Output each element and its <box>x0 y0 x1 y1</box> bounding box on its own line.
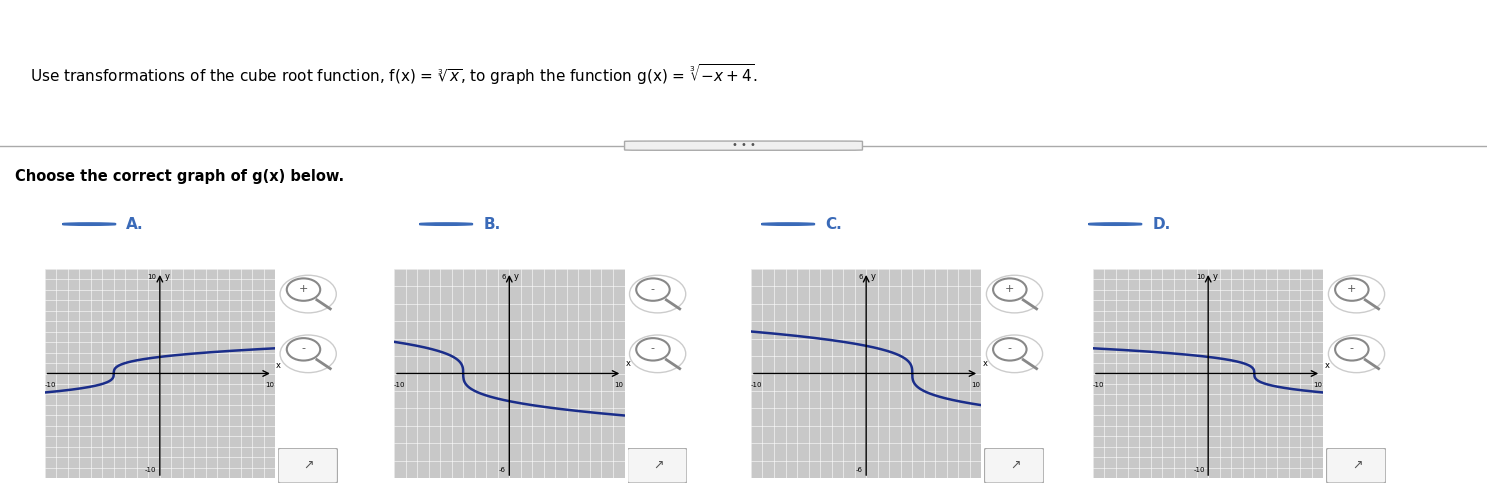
Text: Choose the correct graph of g(x) below.: Choose the correct graph of g(x) below. <box>15 169 343 184</box>
FancyBboxPatch shape <box>278 448 338 483</box>
Text: ↗: ↗ <box>653 459 663 472</box>
Text: 10: 10 <box>1196 274 1204 280</box>
Text: ↗: ↗ <box>1352 459 1362 472</box>
Text: y: y <box>871 272 876 281</box>
Text: D.: D. <box>1152 217 1170 232</box>
Circle shape <box>993 338 1026 361</box>
Text: -10: -10 <box>751 382 763 388</box>
Circle shape <box>62 223 116 225</box>
Text: -: - <box>302 344 305 354</box>
Text: B.: B. <box>483 217 501 232</box>
Circle shape <box>1328 335 1384 373</box>
FancyBboxPatch shape <box>625 141 862 150</box>
Circle shape <box>1335 278 1368 301</box>
Circle shape <box>993 278 1026 301</box>
Text: +: + <box>1347 284 1356 294</box>
Text: x: x <box>277 362 281 371</box>
Text: -6: -6 <box>498 467 506 473</box>
Text: 10: 10 <box>265 382 274 388</box>
Circle shape <box>986 335 1042 373</box>
Text: -: - <box>651 284 654 294</box>
Circle shape <box>287 278 320 301</box>
Text: -: - <box>1350 344 1353 354</box>
Text: 6: 6 <box>501 274 506 280</box>
Text: +: + <box>1005 284 1014 294</box>
Text: • • •: • • • <box>732 140 755 150</box>
Text: -10: -10 <box>1093 382 1105 388</box>
Circle shape <box>1328 275 1384 313</box>
Circle shape <box>761 223 815 225</box>
Text: -10: -10 <box>1193 467 1204 473</box>
Text: -10: -10 <box>144 467 156 473</box>
Text: 10: 10 <box>1313 382 1322 388</box>
Text: -: - <box>1008 344 1011 354</box>
Circle shape <box>280 275 336 313</box>
Text: 10: 10 <box>147 274 156 280</box>
Text: 10: 10 <box>614 382 623 388</box>
Text: x: x <box>983 359 987 369</box>
Circle shape <box>629 275 686 313</box>
Circle shape <box>1100 224 1130 225</box>
Circle shape <box>287 338 320 361</box>
FancyBboxPatch shape <box>628 448 687 483</box>
Text: 6: 6 <box>858 274 862 280</box>
Text: +: + <box>299 284 308 294</box>
Text: -10: -10 <box>45 382 57 388</box>
Circle shape <box>419 223 473 225</box>
Circle shape <box>986 275 1042 313</box>
Circle shape <box>636 278 669 301</box>
FancyBboxPatch shape <box>984 448 1044 483</box>
Text: ↗: ↗ <box>303 459 314 472</box>
Text: y: y <box>165 272 170 281</box>
Circle shape <box>1335 338 1368 361</box>
Text: -6: -6 <box>855 467 862 473</box>
Circle shape <box>636 338 669 361</box>
Text: Use transformations of the cube root function, f(x) = $\sqrt[3]{x}$, to graph th: Use transformations of the cube root fun… <box>30 62 758 87</box>
Circle shape <box>1088 223 1142 225</box>
Text: y: y <box>515 272 519 281</box>
Text: A.: A. <box>126 217 144 232</box>
Text: C.: C. <box>825 217 842 232</box>
Text: ↗: ↗ <box>1010 459 1020 472</box>
Circle shape <box>629 335 686 373</box>
FancyBboxPatch shape <box>1326 448 1386 483</box>
Text: -: - <box>651 344 654 354</box>
Text: x: x <box>1325 362 1329 371</box>
Text: x: x <box>626 359 630 369</box>
Circle shape <box>280 335 336 373</box>
Text: y: y <box>1213 272 1218 281</box>
Text: 10: 10 <box>971 382 980 388</box>
Text: -10: -10 <box>394 382 406 388</box>
